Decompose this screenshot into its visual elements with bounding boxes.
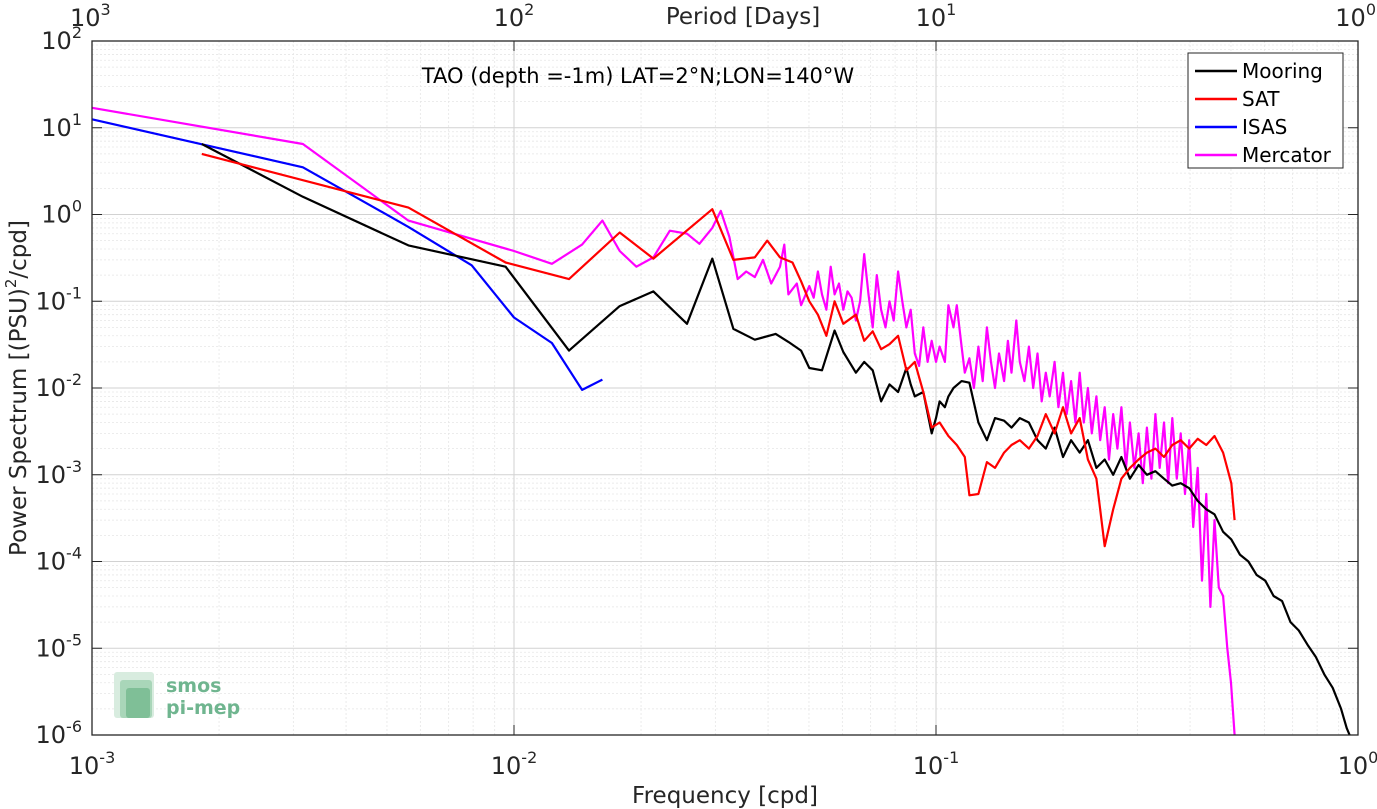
x-axis-label: Frequency [cpd]: [632, 783, 818, 809]
top-x-axis-label: Period [Days]: [666, 4, 820, 30]
y-tick-label: 10-2: [36, 370, 83, 402]
logo-line2: pi-mep: [166, 697, 240, 719]
x-tick-label-base: 10: [913, 752, 944, 780]
series-line-mercator: [91, 106, 1236, 736]
y-tick-label-exp: -5: [66, 630, 82, 649]
y-tick-label: 101: [41, 110, 82, 142]
y-tick-label-exp: 2: [72, 23, 82, 42]
y-tick-label: 10-6: [36, 717, 83, 749]
x2-tick-label-exp: 2: [524, 0, 534, 19]
x-tick-label-exp: -3: [99, 748, 115, 767]
y-axis-label-end: /cpd]: [6, 220, 32, 279]
y-tick-label-base: 10: [41, 27, 72, 55]
y-tick-label: 102: [41, 23, 82, 55]
y-tick-label: 10-5: [36, 630, 83, 662]
series-line-sat: [201, 152, 1236, 548]
y-axis-label-base: Power Spectrum [(PSU): [6, 288, 32, 556]
y-tick-label-base: 10: [41, 201, 72, 229]
legend: Mooring SAT ISAS Mercator: [1187, 52, 1344, 169]
logo-mark-front: [126, 688, 150, 718]
y-tick-label-exp: -4: [66, 544, 82, 563]
x-tick-label: 10-3: [69, 748, 116, 780]
x-tick-label-exp: -1: [943, 748, 959, 767]
y-tick-label-base: 10: [41, 114, 72, 142]
x2-tick-label-base: 10: [70, 4, 101, 32]
y-tick-label-exp: -2: [66, 370, 82, 389]
y-tick-label-exp: -1: [66, 283, 82, 302]
legend-items: Mooring SAT ISAS Mercator: [1195, 59, 1332, 167]
x2-tick-label-base: 10: [1335, 4, 1366, 32]
series-group: [91, 106, 1351, 736]
legend-label-mercator: Mercator: [1242, 143, 1332, 167]
x2-tick-label-base: 10: [916, 4, 947, 32]
x-tick-label-exp: 0: [1368, 748, 1377, 767]
x2-tick-label: 102: [494, 0, 535, 32]
x-tick-label-base: 10: [1338, 752, 1369, 780]
y-tick-label: 10-4: [36, 544, 83, 576]
series-line-mooring: [201, 143, 1351, 736]
y-tick-label-exp: 1: [72, 110, 82, 129]
legend-label-mooring: Mooring: [1242, 59, 1323, 83]
y-tick-label-base: 10: [36, 461, 67, 489]
y-tick-label-base: 10: [36, 721, 67, 749]
y-tick-label-exp: 0: [72, 197, 82, 216]
chart-title: TAO (depth =-1m) LAT=2°N;LON=140°W: [421, 64, 855, 88]
x-tick-label: 10-2: [491, 748, 538, 780]
y-tick-label: 100: [41, 197, 82, 229]
tick-marks: [91, 40, 1359, 736]
x2-tick-label: 100: [1335, 0, 1376, 32]
x2-tick-label: 101: [916, 0, 957, 32]
legend-label-sat: SAT: [1242, 87, 1280, 111]
y-axis-label: Power Spectrum [(PSU)2/cpd]: [2, 220, 32, 556]
x2-tick-label-exp: 1: [946, 0, 956, 19]
x-tick-label: 10-1: [913, 748, 960, 780]
x-tick-label: 100: [1338, 748, 1377, 780]
y-tick-label-exp: -6: [66, 717, 82, 736]
legend-label-isas: ISAS: [1242, 115, 1287, 139]
y-axis-label-sup: 2: [2, 279, 20, 289]
y-tick-label-exp: -3: [66, 457, 82, 476]
x2-tick-label-exp: 3: [101, 0, 111, 19]
y-tick-label: 10-3: [36, 457, 83, 489]
x2-tick-label-base: 10: [494, 4, 525, 32]
x-tick-label-base: 10: [69, 752, 100, 780]
y-tick-label: 10-1: [36, 283, 83, 315]
x-tick-label-exp: -2: [521, 748, 537, 767]
x2-tick-label: 103: [70, 0, 111, 32]
x-tick-label-base: 10: [491, 752, 522, 780]
series-line-isas: [91, 118, 603, 391]
smos-pi-mep-logo: smos pi-mep: [114, 672, 240, 719]
y-tick-label-base: 10: [36, 287, 67, 315]
y-tick-label-base: 10: [36, 634, 67, 662]
y-tick-label-base: 10: [36, 548, 67, 576]
logo-line1: smos: [166, 675, 221, 697]
y-tick-label-base: 10: [36, 374, 67, 402]
x2-tick-label-exp: 0: [1366, 0, 1376, 19]
